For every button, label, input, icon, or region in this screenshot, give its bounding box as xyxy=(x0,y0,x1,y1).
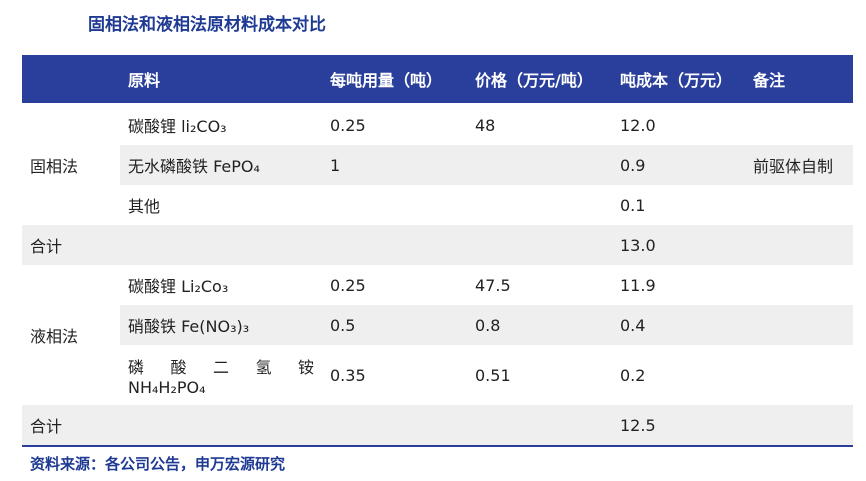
header-cell: 备注 xyxy=(753,71,786,90)
table-cell: 磷酸二氢铵 NH₄H₂PO₄ xyxy=(120,345,322,405)
table-cell: 0.1 xyxy=(620,195,646,215)
table-cell: 47.5 xyxy=(475,275,511,295)
bottom-rule xyxy=(22,445,853,447)
cell-line: NH₄H₂PO₄ xyxy=(128,377,206,397)
section-label: 合计 xyxy=(30,417,63,436)
section-label: 液相法 xyxy=(30,327,79,346)
header-bar xyxy=(22,55,853,103)
row-bg xyxy=(120,265,853,305)
table-cell: 0.8 xyxy=(475,315,501,335)
table-cell: 12.5 xyxy=(620,415,656,435)
row-bg xyxy=(22,225,120,265)
table-cell: 12.0 xyxy=(620,115,656,135)
row-bg xyxy=(120,305,853,345)
section-label: 合计 xyxy=(30,237,63,256)
table-cell: 0.25 xyxy=(330,115,366,135)
table-cell: 0.9 xyxy=(620,155,646,175)
table-cell: 无水磷酸铁 FePO₄ xyxy=(128,157,260,176)
row-bg xyxy=(120,405,853,445)
table-cell: 11.9 xyxy=(620,275,656,295)
table-cell: 0.35 xyxy=(330,365,366,385)
source-note: 资料来源：各公司公告，申万宏源研究 xyxy=(30,455,286,473)
table-cell: 硝酸铁 Fe(NO₃)₃ xyxy=(128,317,250,336)
header-cell: 原料 xyxy=(128,71,161,90)
title: 固相法和液相法原材料成本对比 xyxy=(88,15,326,35)
row-bg xyxy=(120,225,853,265)
table-cell: 碳酸锂 li₂CO₃ xyxy=(128,117,227,136)
cell-line: 磷酸二氢铵 xyxy=(128,357,314,377)
table-cell: 其他 xyxy=(128,197,161,216)
table-cell: 1 xyxy=(330,155,341,175)
row-bg xyxy=(120,105,853,145)
row-bg xyxy=(22,405,120,445)
table-cell: 48 xyxy=(475,115,496,135)
row-bg xyxy=(120,185,853,225)
table-cell: 13.0 xyxy=(620,235,656,255)
table-cell: 0.51 xyxy=(475,365,511,385)
row-bg xyxy=(120,345,853,405)
section-label: 固相法 xyxy=(30,157,79,176)
header-cell: 每吨用量（吨） xyxy=(330,71,443,90)
row-bg xyxy=(120,145,853,185)
header-cell: 吨成本（万元） xyxy=(620,71,733,90)
table-cell: 0.25 xyxy=(330,275,366,295)
table-cell: 0.4 xyxy=(620,315,646,335)
table-cell: 0.2 xyxy=(620,365,646,385)
table-cell: 碳酸锂 Li₂Co₃ xyxy=(128,277,229,296)
table-cell: 前驱体自制 xyxy=(753,157,834,176)
header-cell: 价格（万元/吨） xyxy=(475,71,593,90)
table-cell: 0.5 xyxy=(330,315,356,335)
